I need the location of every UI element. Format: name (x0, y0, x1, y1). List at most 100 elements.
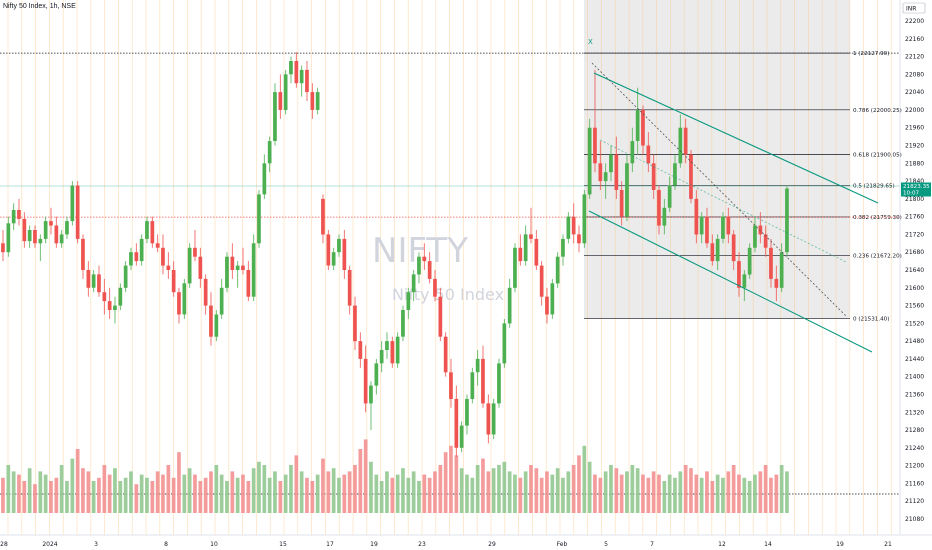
trend-drawings[interactable]: X (588, 38, 879, 353)
volume-bar (102, 465, 107, 513)
volume-bar (497, 465, 501, 513)
candle-body (774, 278, 779, 288)
volume-bar (609, 465, 613, 513)
volume-bars (0, 439, 900, 513)
candle-body (33, 230, 37, 244)
candle-body (662, 207, 667, 226)
price-tick-label: 21840 (905, 178, 924, 185)
candle-body (54, 225, 59, 244)
candle-body (305, 69, 309, 93)
volume-bar (65, 481, 69, 513)
volume-bar (299, 471, 304, 513)
volume-bar (310, 481, 315, 513)
grid (7, 0, 892, 535)
volume-bar (625, 471, 629, 513)
volume-bar (369, 461, 373, 513)
price-tick-label: 21200 (905, 463, 924, 470)
volume-bar (54, 477, 59, 513)
time-tick-label: 12 (718, 541, 726, 548)
fib-zone (584, 0, 850, 319)
candle-body (390, 341, 395, 364)
candle-body (715, 238, 720, 262)
candle-body (507, 287, 512, 324)
price-tick-label: 21080 (905, 516, 924, 523)
volume-bar (347, 471, 352, 513)
candle-body (102, 292, 107, 302)
volume-bar (166, 465, 171, 513)
volume-bar (603, 471, 608, 513)
candle-body (150, 221, 155, 244)
price-tick-label: 22040 (905, 89, 924, 96)
volume-bar (699, 477, 704, 513)
price-tick-label: 22160 (905, 36, 924, 43)
volume-bar (214, 465, 219, 513)
volume-bar (651, 471, 656, 513)
volume-bar (529, 465, 533, 513)
candle-body (385, 341, 389, 350)
time-tick-label: 23 (418, 541, 426, 548)
time-tick-label: 8 (164, 541, 168, 548)
candle-body (667, 185, 672, 208)
volume-bar (395, 474, 400, 513)
volume-bar (33, 484, 37, 513)
price-tick-label: 21280 (905, 427, 924, 434)
candle-body (49, 221, 53, 226)
candle-body (673, 163, 677, 186)
candle-body (182, 283, 187, 315)
volume-bar (587, 461, 592, 513)
candle-body (70, 185, 75, 222)
volume-bar (251, 468, 256, 513)
fibonacci-retracement[interactable]: 1 (22127.90) 0.786 (22000.25) 0.618 (21900… (0, 51, 902, 322)
candle-body (534, 238, 539, 266)
volume-bar (315, 474, 320, 513)
candle-body (113, 305, 117, 310)
channel-upper-line (593, 72, 879, 204)
volume-bar (97, 477, 101, 513)
volume-bar (219, 474, 224, 513)
currency-badge[interactable] (902, 2, 926, 14)
volume-bar (257, 461, 261, 513)
candle-body (587, 127, 592, 195)
price-tick-label: 21760 (905, 214, 924, 221)
price-tick-label: 21480 (905, 338, 924, 345)
volume-bar (475, 465, 480, 513)
price-tick-label: 21440 (905, 356, 924, 363)
volume-bar (134, 484, 139, 513)
price-tick-label: 22200 (905, 18, 924, 25)
volume-bar (331, 468, 336, 513)
candle-body (59, 234, 64, 244)
candle-body (321, 198, 325, 235)
time-tick-label: 29 (488, 541, 496, 548)
time-tick-label: Feb (557, 541, 568, 548)
candle-body (470, 372, 475, 399)
candle-body (433, 278, 437, 297)
volume-bar (401, 468, 405, 513)
candle-body (710, 243, 715, 262)
candle-body (230, 256, 235, 270)
candle-body (454, 398, 459, 448)
currency-label: INR (906, 6, 916, 13)
candle-body (555, 256, 560, 284)
volume-bar (385, 471, 389, 513)
volume-bar (123, 477, 128, 513)
candle-body (406, 292, 411, 310)
volume-bar (27, 468, 32, 513)
time-tick-label: 17 (326, 541, 334, 548)
fib-level-label: 0.236 (21672.20) (853, 254, 902, 260)
candle-body (619, 190, 624, 217)
volume-bar (187, 468, 192, 513)
price-tick-label: 21360 (905, 392, 924, 399)
volume-bar (523, 471, 528, 513)
volume-bar (91, 481, 96, 513)
volume-bar (289, 465, 293, 513)
candle-body (198, 256, 203, 279)
volume-bar (1, 477, 5, 513)
candle-body (6, 223, 11, 253)
symbol-header[interactable]: Nifty 50 Index, 1h, NSE (3, 3, 76, 10)
candle-body (342, 238, 347, 270)
volume-bar (662, 481, 667, 513)
volume-bar (433, 471, 437, 513)
last-price-badge (901, 182, 931, 197)
